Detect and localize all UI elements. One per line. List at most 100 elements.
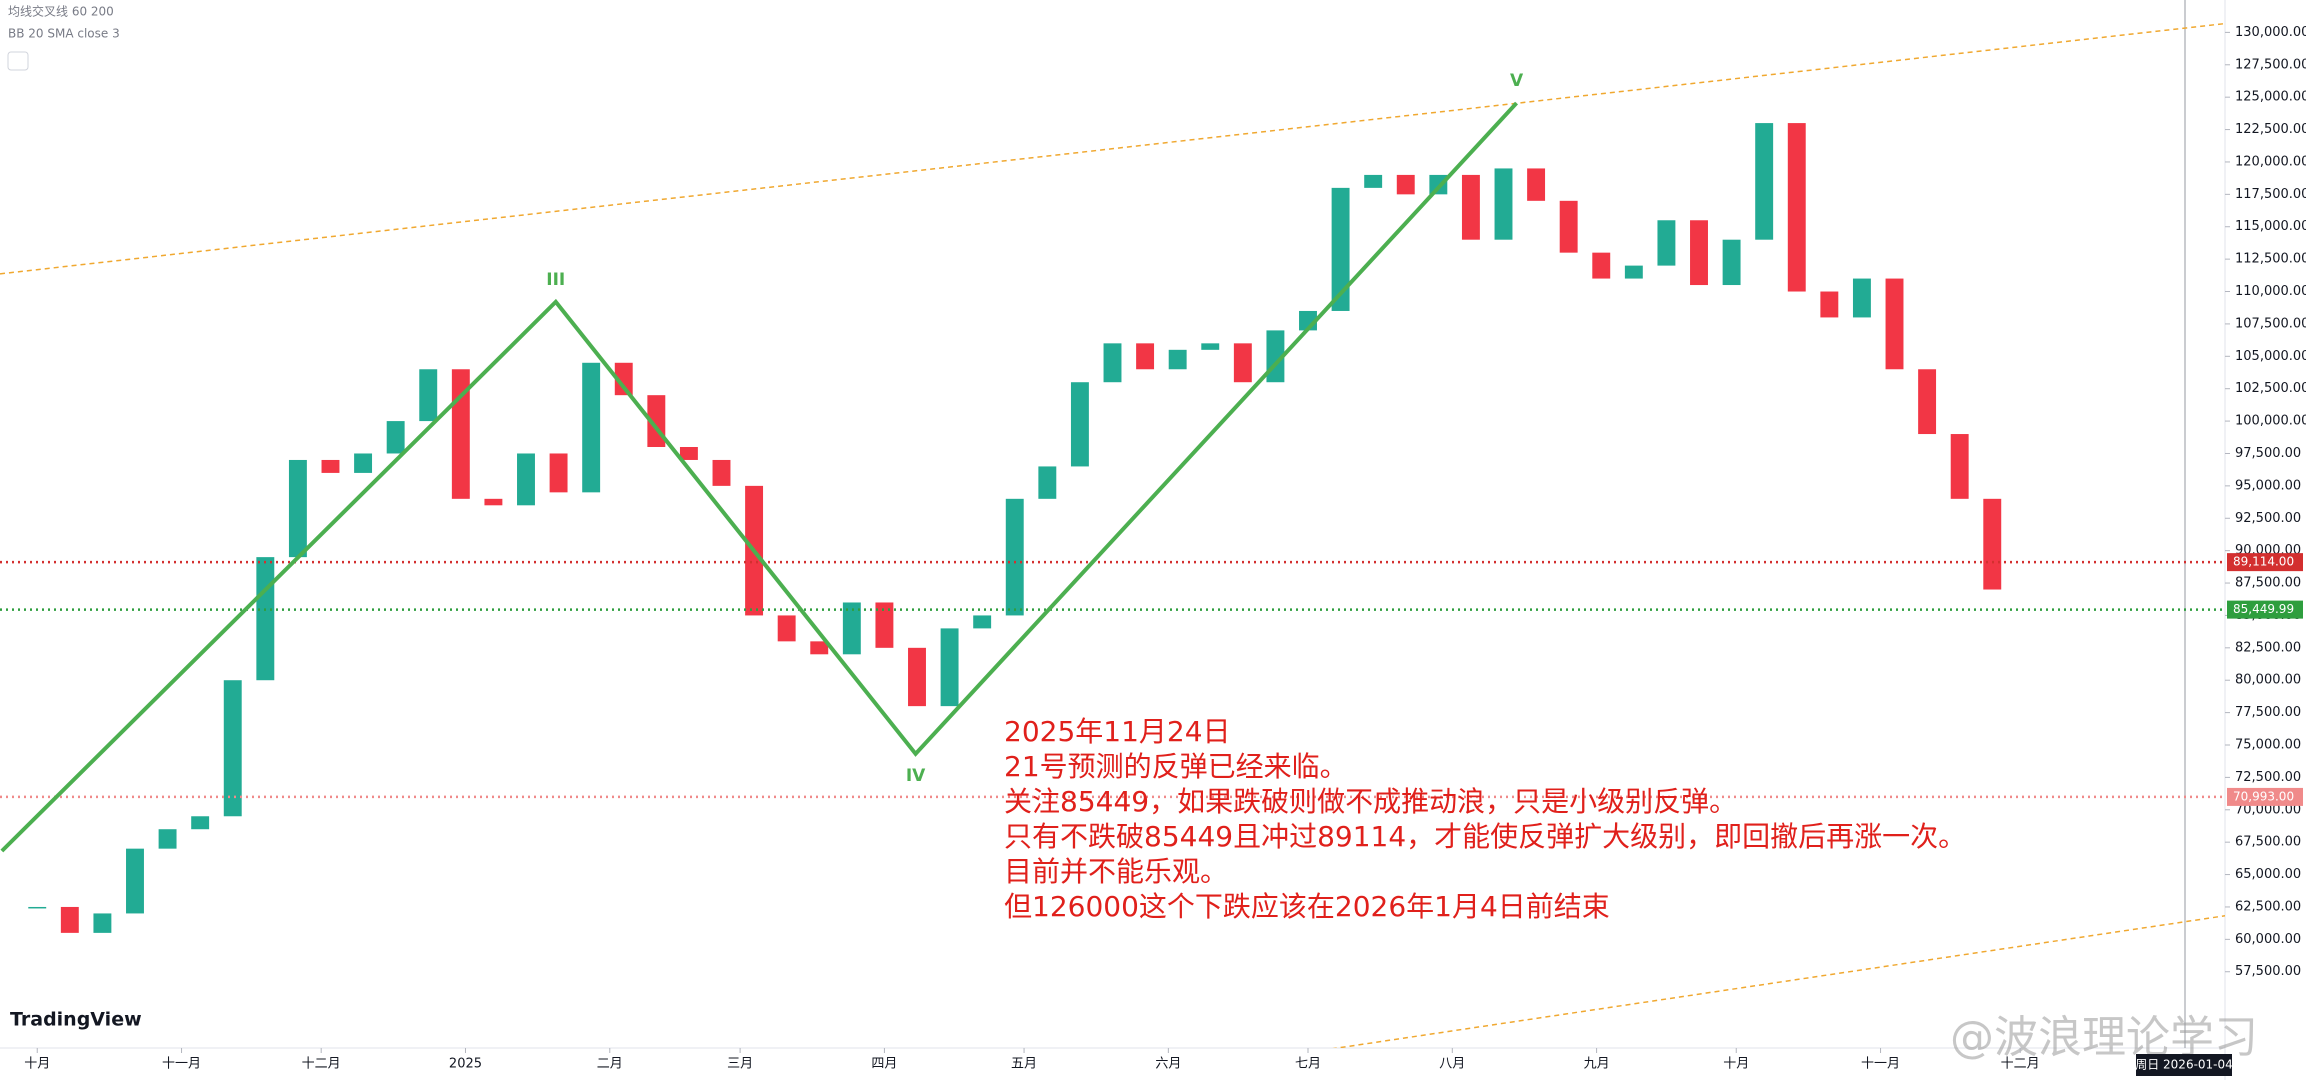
- price-label-box: [2227, 553, 2303, 572]
- price-label-box: [2227, 600, 2303, 619]
- candle: [908, 647, 926, 707]
- y-tick-label: 80,000.00: [2235, 673, 2301, 688]
- price-label-box: [2227, 787, 2303, 806]
- wave-label: III: [546, 270, 565, 290]
- candle: [1885, 278, 1904, 370]
- candle: [256, 557, 275, 681]
- candle: [1070, 382, 1089, 467]
- candle: [354, 453, 373, 473]
- annotation-line: 关注85449，如果跌破则做不成推动浪，只是小级别反弹。: [1004, 785, 1737, 818]
- price-label: 85,449.99: [2233, 602, 2294, 616]
- candle: [712, 459, 731, 486]
- y-tick-label: 120,000.00: [2235, 154, 2306, 169]
- x-tick-label: 十月: [1723, 1057, 1749, 1072]
- y-tick-label: 115,000.00: [2235, 219, 2306, 234]
- candle: [1820, 291, 1839, 318]
- y-tick-label: 77,500.00: [2235, 705, 2301, 720]
- y-tick-label: 57,500.00: [2235, 964, 2301, 979]
- candle: [1364, 174, 1383, 188]
- candle: [517, 453, 535, 506]
- candle: [1233, 343, 1252, 383]
- y-tick-label: 65,000.00: [2235, 867, 2301, 882]
- candle: [549, 453, 568, 493]
- y-tick-label: 130,000.00: [2235, 25, 2306, 40]
- y-tick-label: 60,000.00: [2235, 932, 2301, 947]
- x-tick-label: 十二月: [302, 1057, 341, 1072]
- wave-line: [0, 101, 1519, 853]
- y-tick-label: 67,500.00: [2235, 835, 2301, 850]
- candle: [973, 615, 992, 629]
- x-tick-label: 九月: [1584, 1057, 1610, 1072]
- price-label: 89,114.00: [2233, 555, 2294, 569]
- collapse-button[interactable]: [7, 51, 29, 71]
- candle: [1559, 200, 1578, 253]
- y-tick-label: 125,000.00: [2235, 90, 2306, 105]
- candle: [614, 362, 633, 396]
- y-tick-label: 82,500.00: [2235, 640, 2301, 655]
- candle: [484, 498, 503, 506]
- candle: [386, 421, 405, 454]
- y-tick-label: 117,500.00: [2235, 187, 2306, 202]
- x-tick-label: 六月: [1155, 1057, 1181, 1072]
- x-tick-label: 十二月: [2001, 1057, 2040, 1072]
- candle: [810, 641, 829, 655]
- y-tick-label: 107,500.00: [2235, 316, 2306, 331]
- crosshair-date: 周日 2026-01-04: [2135, 1058, 2233, 1072]
- crosshair-date-box: [2136, 1054, 2232, 1076]
- y-tick-label: 127,500.00: [2235, 57, 2306, 72]
- candle: [842, 602, 861, 655]
- x-tick-label: 十一月: [1861, 1057, 1900, 1072]
- candle: [28, 906, 47, 909]
- y-tick-label: 92,500.00: [2235, 511, 2301, 526]
- candle: [1429, 174, 1448, 195]
- candle: [1201, 343, 1220, 350]
- candle: [875, 602, 894, 648]
- candle: [1038, 466, 1057, 499]
- candle: [93, 913, 112, 933]
- candle: [940, 628, 959, 707]
- candle: [288, 459, 307, 558]
- candle: [1690, 220, 1708, 286]
- x-tick-label: 十月: [24, 1057, 50, 1072]
- candle: [1983, 498, 2002, 590]
- candle: [126, 848, 144, 914]
- candle: [223, 680, 242, 817]
- annotation-line: 2025年11月24日: [1004, 715, 1231, 748]
- candle: [582, 362, 601, 493]
- candle: [158, 829, 177, 849]
- x-tick-label: 十一月: [162, 1057, 201, 1072]
- candle: [1918, 369, 1937, 435]
- x-tick-label: 七月: [1295, 1057, 1321, 1072]
- candle: [1396, 174, 1415, 195]
- candle: [1852, 278, 1871, 318]
- x-tick-label: 二月: [597, 1057, 623, 1072]
- y-tick-label: 112,500.00: [2235, 252, 2306, 267]
- indicator-label: BB 20 SMA close 3: [8, 27, 120, 41]
- indicator-label: 均线交叉线 60 200: [8, 4, 114, 19]
- candle: [1787, 123, 1806, 292]
- candle: [1103, 343, 1122, 383]
- x-tick-label: 四月: [871, 1057, 897, 1072]
- candle: [1331, 187, 1350, 311]
- y-tick-label: 87,500.00: [2235, 576, 2301, 591]
- x-tick-label: 三月: [727, 1057, 753, 1072]
- candle: [419, 369, 438, 422]
- candle: [60, 906, 79, 933]
- candle: [1168, 349, 1187, 370]
- y-tick-label: 75,000.00: [2235, 738, 2301, 753]
- candle: [679, 447, 698, 460]
- y-tick-label: 70,000.00: [2235, 802, 2301, 817]
- y-tick-label: 72,500.00: [2235, 770, 2301, 785]
- annotation-line: 只有不跌破85449且冲过89114，才能使反弹扩大级别，即回撤后再涨一次。: [1004, 820, 1966, 853]
- candle: [1005, 498, 1024, 616]
- candle: [1950, 434, 1969, 499]
- x-tick-label: 八月: [1439, 1057, 1465, 1072]
- candle: [321, 459, 340, 473]
- candle: [1624, 265, 1643, 279]
- y-tick-label: 100,000.00: [2235, 414, 2306, 429]
- logo: TradingView: [10, 1009, 142, 1031]
- annotation-line: 目前并不能乐观。: [1004, 855, 1228, 888]
- x-tick-label: 五月: [1011, 1057, 1037, 1072]
